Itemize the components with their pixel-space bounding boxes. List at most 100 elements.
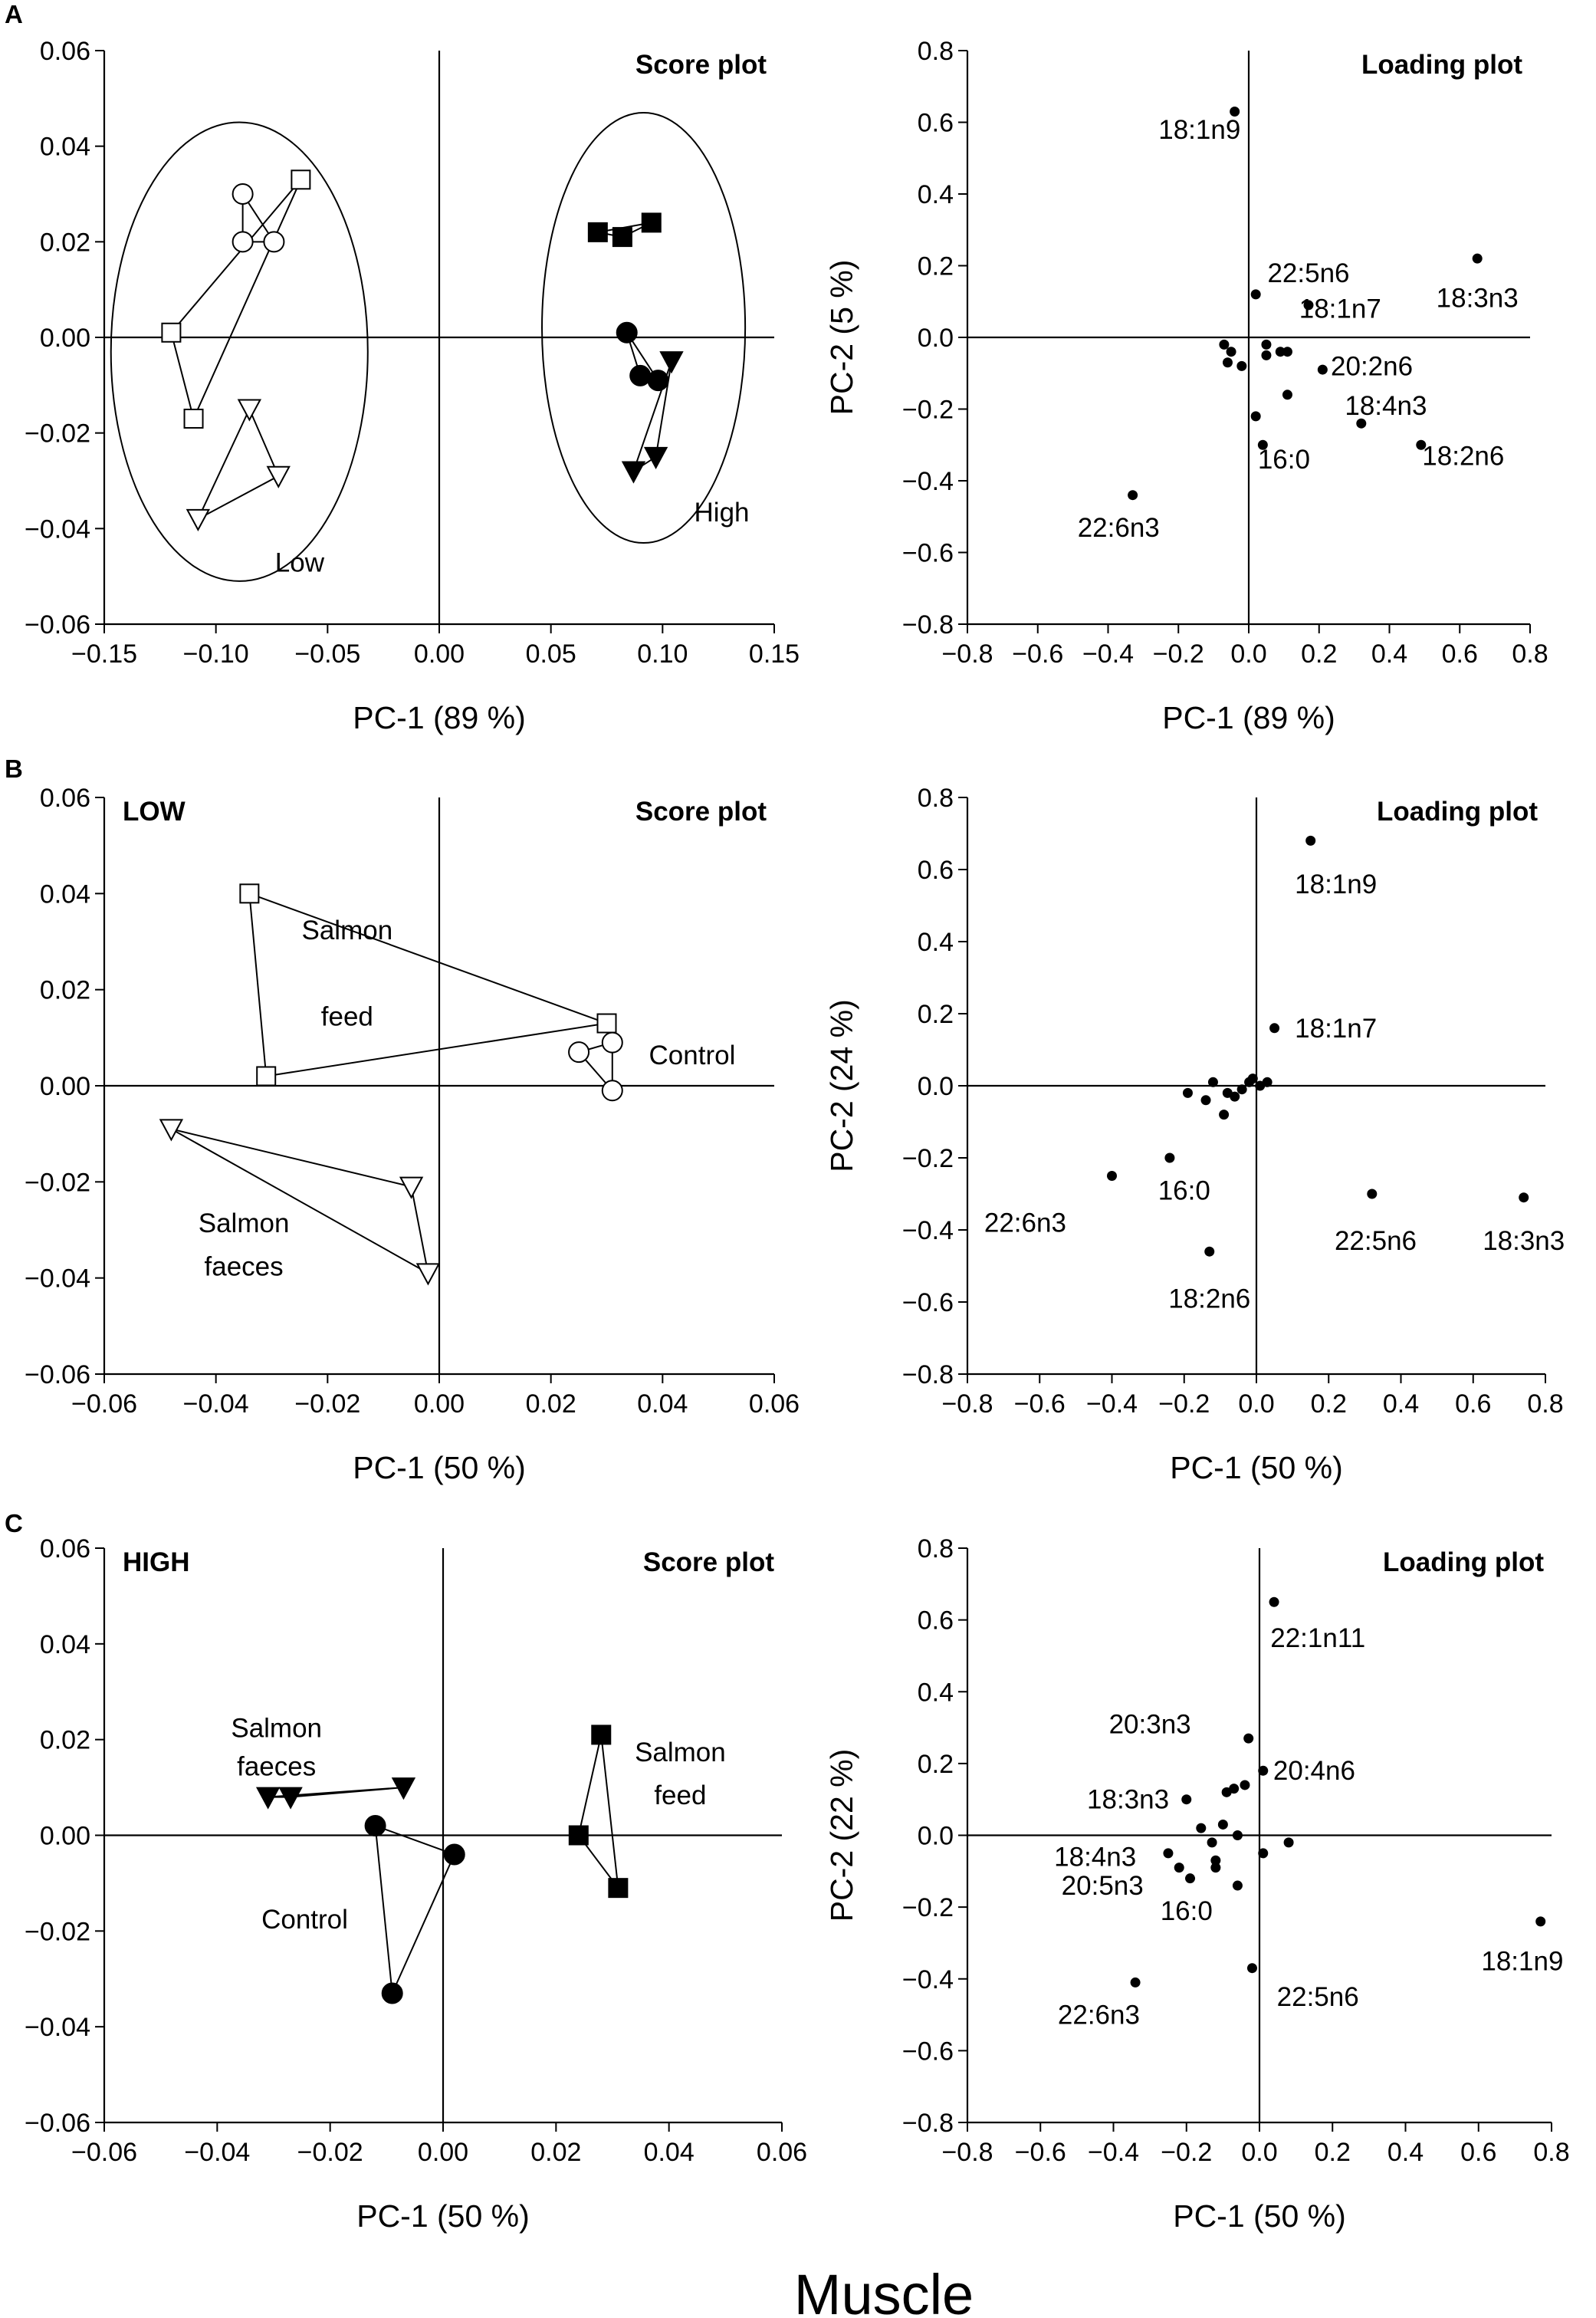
loading-point (1182, 1087, 1193, 1098)
loading-point-label: 18:2n6 (1168, 1284, 1250, 1314)
x-tick-label: −0.6 (1012, 640, 1063, 669)
salmon-faeces-triangles-point (399, 1176, 424, 1199)
x-tick-label: −0.4 (1082, 640, 1134, 669)
loading-point-label: 22:5n6 (1277, 1982, 1359, 2012)
loading-point (1232, 1880, 1243, 1891)
x-tick-label: 0.2 (1311, 1389, 1347, 1419)
annotation-label: High (695, 498, 750, 528)
y-tick-label: −0.6 (902, 539, 954, 568)
y-tick-label: −0.04 (25, 2013, 90, 2042)
high-ellipse (541, 112, 747, 544)
y-tick-label: 0.6 (918, 856, 954, 885)
loading-point (1275, 347, 1286, 357)
loading-point (1283, 1837, 1294, 1848)
y-tick-label: 0.8 (918, 1534, 954, 1563)
x-axis-label: PC-1 (50 %) (356, 2198, 530, 2234)
y-tick-label: −0.8 (902, 1360, 954, 1389)
loading-point (1181, 1794, 1192, 1805)
loading-point (1305, 835, 1316, 846)
low-triangles-point (186, 508, 211, 531)
y-tick-label: 0.04 (40, 133, 90, 162)
loading-point (1250, 411, 1261, 422)
annotation-label: faeces (205, 1252, 284, 1282)
salmon-faeces-triangles-point (278, 1787, 303, 1810)
y-tick-label: −0.04 (25, 1264, 90, 1294)
loading-point (1230, 1091, 1240, 1102)
y-tick-label: 0.4 (918, 928, 954, 957)
panel-letter-c: C (5, 1509, 23, 1537)
x-tick-label: 0.8 (1533, 2138, 1569, 2167)
y-tick-label: −0.2 (902, 1893, 954, 1922)
salmon-faeces-triangles-polygon (170, 1128, 429, 1275)
low-circles-polygon (241, 191, 276, 243)
loading-point (1210, 1855, 1221, 1866)
x-tick-label: 0.2 (1301, 640, 1337, 669)
y-axis-label: PC-2 (22 %) (824, 1749, 859, 1922)
loading-point-label: 18:2n6 (1422, 441, 1504, 471)
high-circles-point (616, 321, 638, 344)
x-axis-label: PC-1 (50 %) (353, 1450, 526, 1485)
loading-point (1232, 1830, 1243, 1840)
loading-point (1258, 1848, 1269, 1859)
y-tick-label: −0.4 (902, 1965, 954, 1994)
loading-point (1262, 1077, 1273, 1087)
loading-point (1207, 1837, 1217, 1848)
loading-point-label: 18:3n3 (1437, 284, 1519, 314)
loading-point (1261, 339, 1272, 350)
plot-title: Score plot (635, 50, 767, 80)
loading-point (1416, 439, 1427, 450)
control-circles-polygon (577, 1041, 613, 1093)
y-tick-label: −0.02 (25, 1917, 90, 1946)
y-tick-label: −0.02 (25, 1168, 90, 1197)
y-tick-label: −0.4 (902, 1216, 954, 1245)
plot-title: Score plot (635, 797, 767, 827)
high-circles-point (629, 364, 652, 386)
control-circles-point (364, 1815, 386, 1837)
loading-point (1229, 1784, 1240, 1794)
x-tick-label: −0.4 (1088, 2138, 1139, 2167)
loading-point (1210, 1863, 1221, 1873)
y-tick-label: −0.6 (902, 1288, 954, 1317)
annotation-label: feed (654, 1780, 706, 1810)
chart-C-score: −0.06 −0.04 −0.02 0.00 0.02 0.04 0.06 −0.06 −0.0… (25, 1534, 807, 2234)
loading-point (1130, 1977, 1141, 1988)
salmon-feed-squares-point (591, 1725, 612, 1745)
loading-point (1303, 300, 1314, 311)
loading-point-label: 18:1n7 (1295, 1014, 1377, 1044)
x-tick-label: 0.04 (644, 2138, 695, 2167)
loading-point (1196, 1823, 1207, 1833)
x-tick-label: 0.6 (1442, 640, 1478, 669)
loading-point-label: 22:6n3 (1058, 2001, 1140, 2030)
loading-point (1128, 490, 1138, 501)
chart-C-loading: −0.8 −0.6 −0.4 −0.2 0.0 0.2 0.4 0.6 0.8−0.8−0.6−… (824, 1534, 1570, 2234)
annotation-label: Control (649, 1041, 736, 1070)
annotation-label: feed (321, 1002, 373, 1032)
loading-point-label: 20:2n6 (1331, 351, 1413, 381)
x-axis-label: PC-1 (89 %) (1162, 700, 1335, 735)
y-tick-label: −0.2 (902, 1144, 954, 1173)
control-circles-point (568, 1041, 590, 1064)
plot-title: Score plot (643, 1547, 774, 1577)
loading-point-label: 18:4n3 (1054, 1843, 1136, 1872)
low-ellipse (110, 121, 369, 582)
low-squares-polygon (170, 179, 302, 421)
low-circles-point (232, 183, 254, 205)
chart-A-score: −0.15 −0.10 −0.05 0.00 0.05 0.10 0.15 −0.06 −0.0… (25, 37, 800, 735)
loading-point-label: 18:1n9 (1158, 115, 1240, 145)
high-triangles-point (643, 446, 668, 469)
x-tick-label: −0.8 (941, 640, 993, 669)
y-tick-label: 0.4 (918, 180, 954, 209)
loading-point (1204, 1246, 1215, 1257)
high-triangles-point (659, 351, 684, 374)
x-axis-label: PC-1 (50 %) (1173, 2198, 1346, 2234)
x-tick-label: −0.8 (941, 1389, 993, 1419)
x-tick-label: −0.6 (1015, 2138, 1066, 2167)
chart-B-loading: −0.8 −0.6 −0.4 −0.2 0.0 0.2 0.4 0.6 0.8−0.8−0.6−… (824, 784, 1565, 1485)
control-circles-point (443, 1843, 465, 1866)
control-circles-polygon (374, 1824, 456, 1997)
y-tick-label: 0.2 (918, 1750, 954, 1779)
y-tick-label: 0.00 (40, 324, 90, 353)
salmon-feed-squares-point (256, 1066, 277, 1087)
x-tick-label: −0.2 (1158, 1389, 1210, 1419)
y-tick-label: 0.0 (918, 1072, 954, 1101)
